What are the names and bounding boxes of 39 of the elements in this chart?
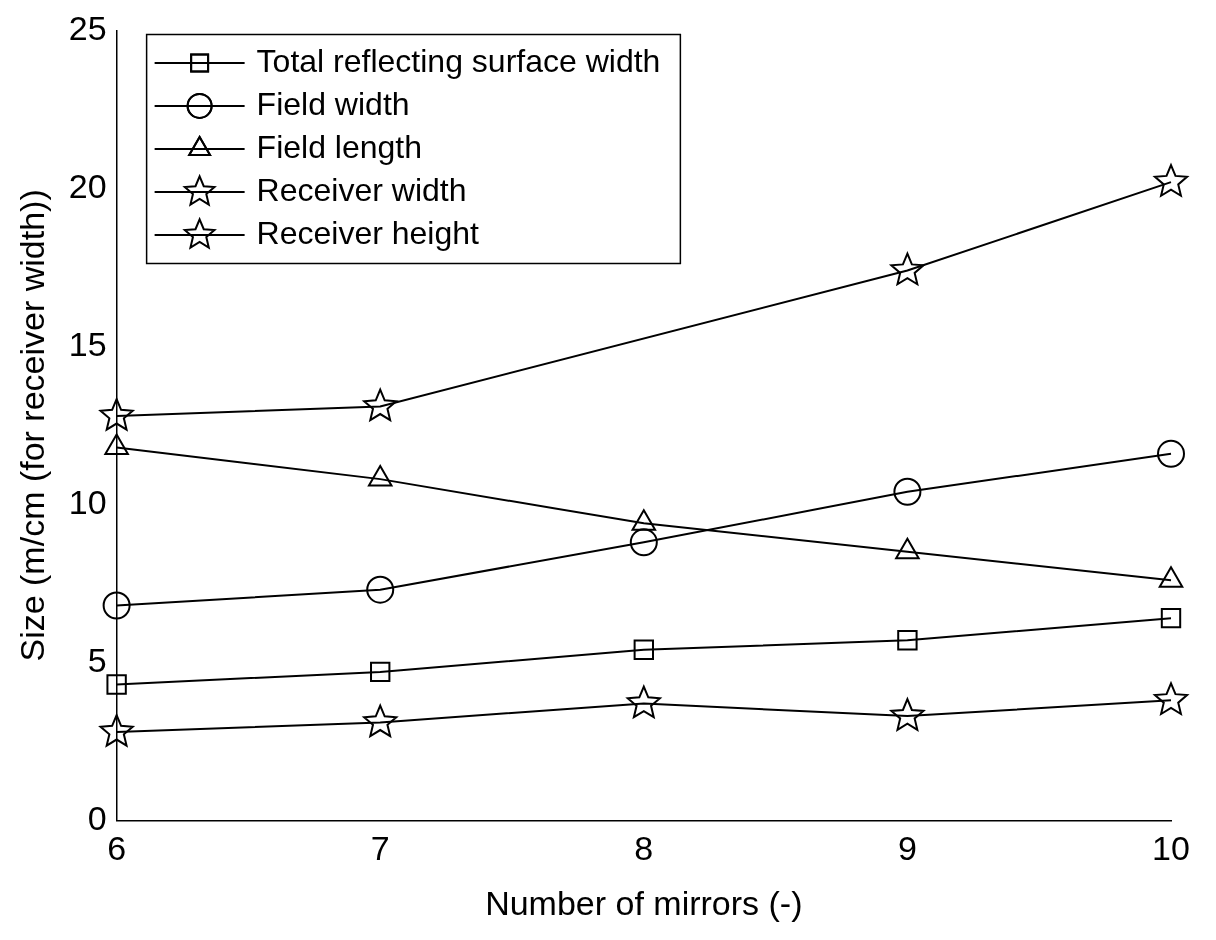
point (1160, 607, 1182, 629)
x-tick-label: 8 (634, 829, 654, 868)
legend-label: Total reflecting surface width (256, 42, 661, 79)
y-tick-label: 0 (87, 798, 107, 837)
y-tick-label: 15 (68, 324, 107, 363)
y-tick-label: 20 (68, 166, 107, 205)
point (99, 398, 134, 431)
legend-label: Field width (256, 85, 410, 122)
point (893, 477, 922, 506)
x-tick-label: 9 (897, 829, 917, 868)
point (890, 698, 925, 731)
point (626, 685, 661, 719)
point (367, 465, 393, 487)
y-tick-label: 10 (68, 482, 107, 521)
point (629, 528, 658, 557)
point (370, 661, 391, 683)
point (104, 433, 129, 456)
legend-label: Field length (256, 128, 423, 165)
point (633, 639, 654, 660)
point (363, 388, 398, 422)
point (1157, 439, 1185, 468)
x-tick-label: 10 (1152, 829, 1190, 868)
point (1153, 682, 1189, 715)
y-tick-label: 25 (68, 8, 107, 47)
point (1153, 164, 1189, 197)
y-tick-label: 5 (87, 640, 107, 679)
point (366, 575, 395, 604)
y-axis-title: Size (m/cm (for receiver width)) (12, 189, 51, 662)
point (99, 714, 134, 747)
x-tick-label: 7 (370, 829, 390, 868)
x-tick-label: 6 (107, 829, 127, 868)
legend-label: Receiver width (256, 171, 467, 208)
legend-label: Receiver height (256, 214, 480, 251)
point (102, 591, 131, 620)
x-axis-title: Number of mirrors (-) (485, 883, 803, 922)
point (106, 674, 127, 695)
point (363, 704, 398, 738)
point (897, 630, 918, 651)
point (890, 252, 925, 286)
